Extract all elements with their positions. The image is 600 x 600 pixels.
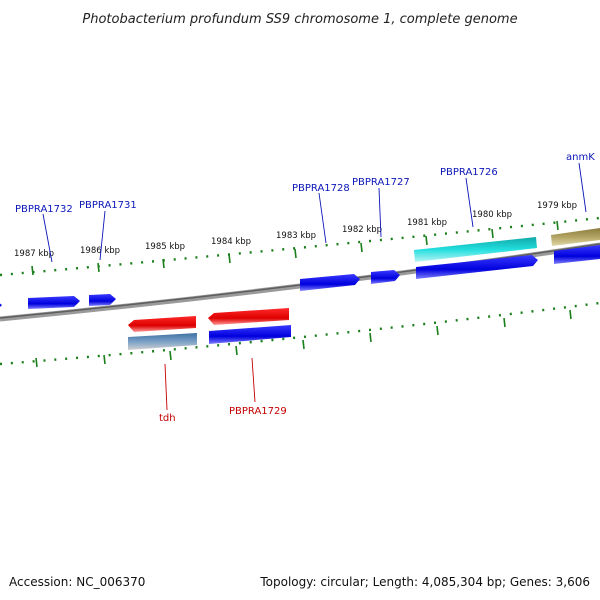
scale-label: 1982 kbp xyxy=(342,225,382,235)
map-title: Photobacterium profundum SS9 chromosome … xyxy=(82,12,517,27)
bottom-label-leaders xyxy=(164,357,256,411)
gene-arrow[interactable] xyxy=(128,316,196,332)
gene-label[interactable]: PBPRA1731 xyxy=(79,200,137,211)
gene-arrow[interactable] xyxy=(89,294,116,306)
reverse-strand-genes[interactable] xyxy=(128,308,291,350)
gene-arrow[interactable] xyxy=(28,296,80,309)
gene-arrow-highlight[interactable] xyxy=(551,228,600,246)
top-tick-track xyxy=(0,216,600,277)
scale-label: 1980 kbp xyxy=(472,210,512,220)
gene-label[interactable]: PBPRA1732 xyxy=(15,204,73,215)
gene-label[interactable]: PBPRA1726 xyxy=(440,167,498,178)
gene-label[interactable]: tdh xyxy=(159,413,176,424)
gene-label[interactable]: PBPRA1728 xyxy=(292,183,350,194)
scale-labels: 1987 kbp 1986 kbp 1985 kbp 1984 kbp 1983… xyxy=(14,201,577,259)
gene-arrow[interactable] xyxy=(209,325,291,344)
gene-arrow[interactable] xyxy=(0,302,2,309)
top-label-leaders xyxy=(42,162,587,263)
bottom-gene-labels: tdh PBPRA1729 xyxy=(159,406,287,424)
scale-label: 1984 kbp xyxy=(211,237,251,247)
scale-label: 1987 kbp xyxy=(14,249,54,259)
gene-label[interactable]: PBPRA1727 xyxy=(352,177,410,188)
scale-label: 1979 kbp xyxy=(537,201,577,211)
gene-arrow[interactable] xyxy=(371,270,400,284)
scale-label: 1981 kbp xyxy=(407,218,447,228)
forward-strand-genes[interactable] xyxy=(0,228,600,309)
accession-label: Accession: NC_006370 xyxy=(9,575,145,589)
gene-label[interactable]: anmK xyxy=(566,152,595,163)
scale-label: 1983 kbp xyxy=(276,231,316,241)
bottom-tick-track xyxy=(0,301,600,368)
gene-arrow-highlight[interactable] xyxy=(128,333,197,350)
genome-summary: Topology: circular; Length: 4,085,304 bp… xyxy=(259,575,590,589)
gene-arrow-highlight[interactable] xyxy=(414,237,537,262)
scale-label: 1986 kbp xyxy=(80,246,120,256)
gene-label[interactable]: PBPRA1729 xyxy=(229,406,287,417)
gene-arrow[interactable] xyxy=(208,308,289,325)
gene-arrow[interactable] xyxy=(554,245,600,264)
gene-arrow[interactable] xyxy=(300,274,360,291)
top-gene-labels: PBPRA1732 PBPRA1731 PBPRA1728 PBPRA1727 … xyxy=(15,152,595,215)
gene-arrow[interactable] xyxy=(416,255,538,279)
scale-label: 1985 kbp xyxy=(145,242,185,252)
